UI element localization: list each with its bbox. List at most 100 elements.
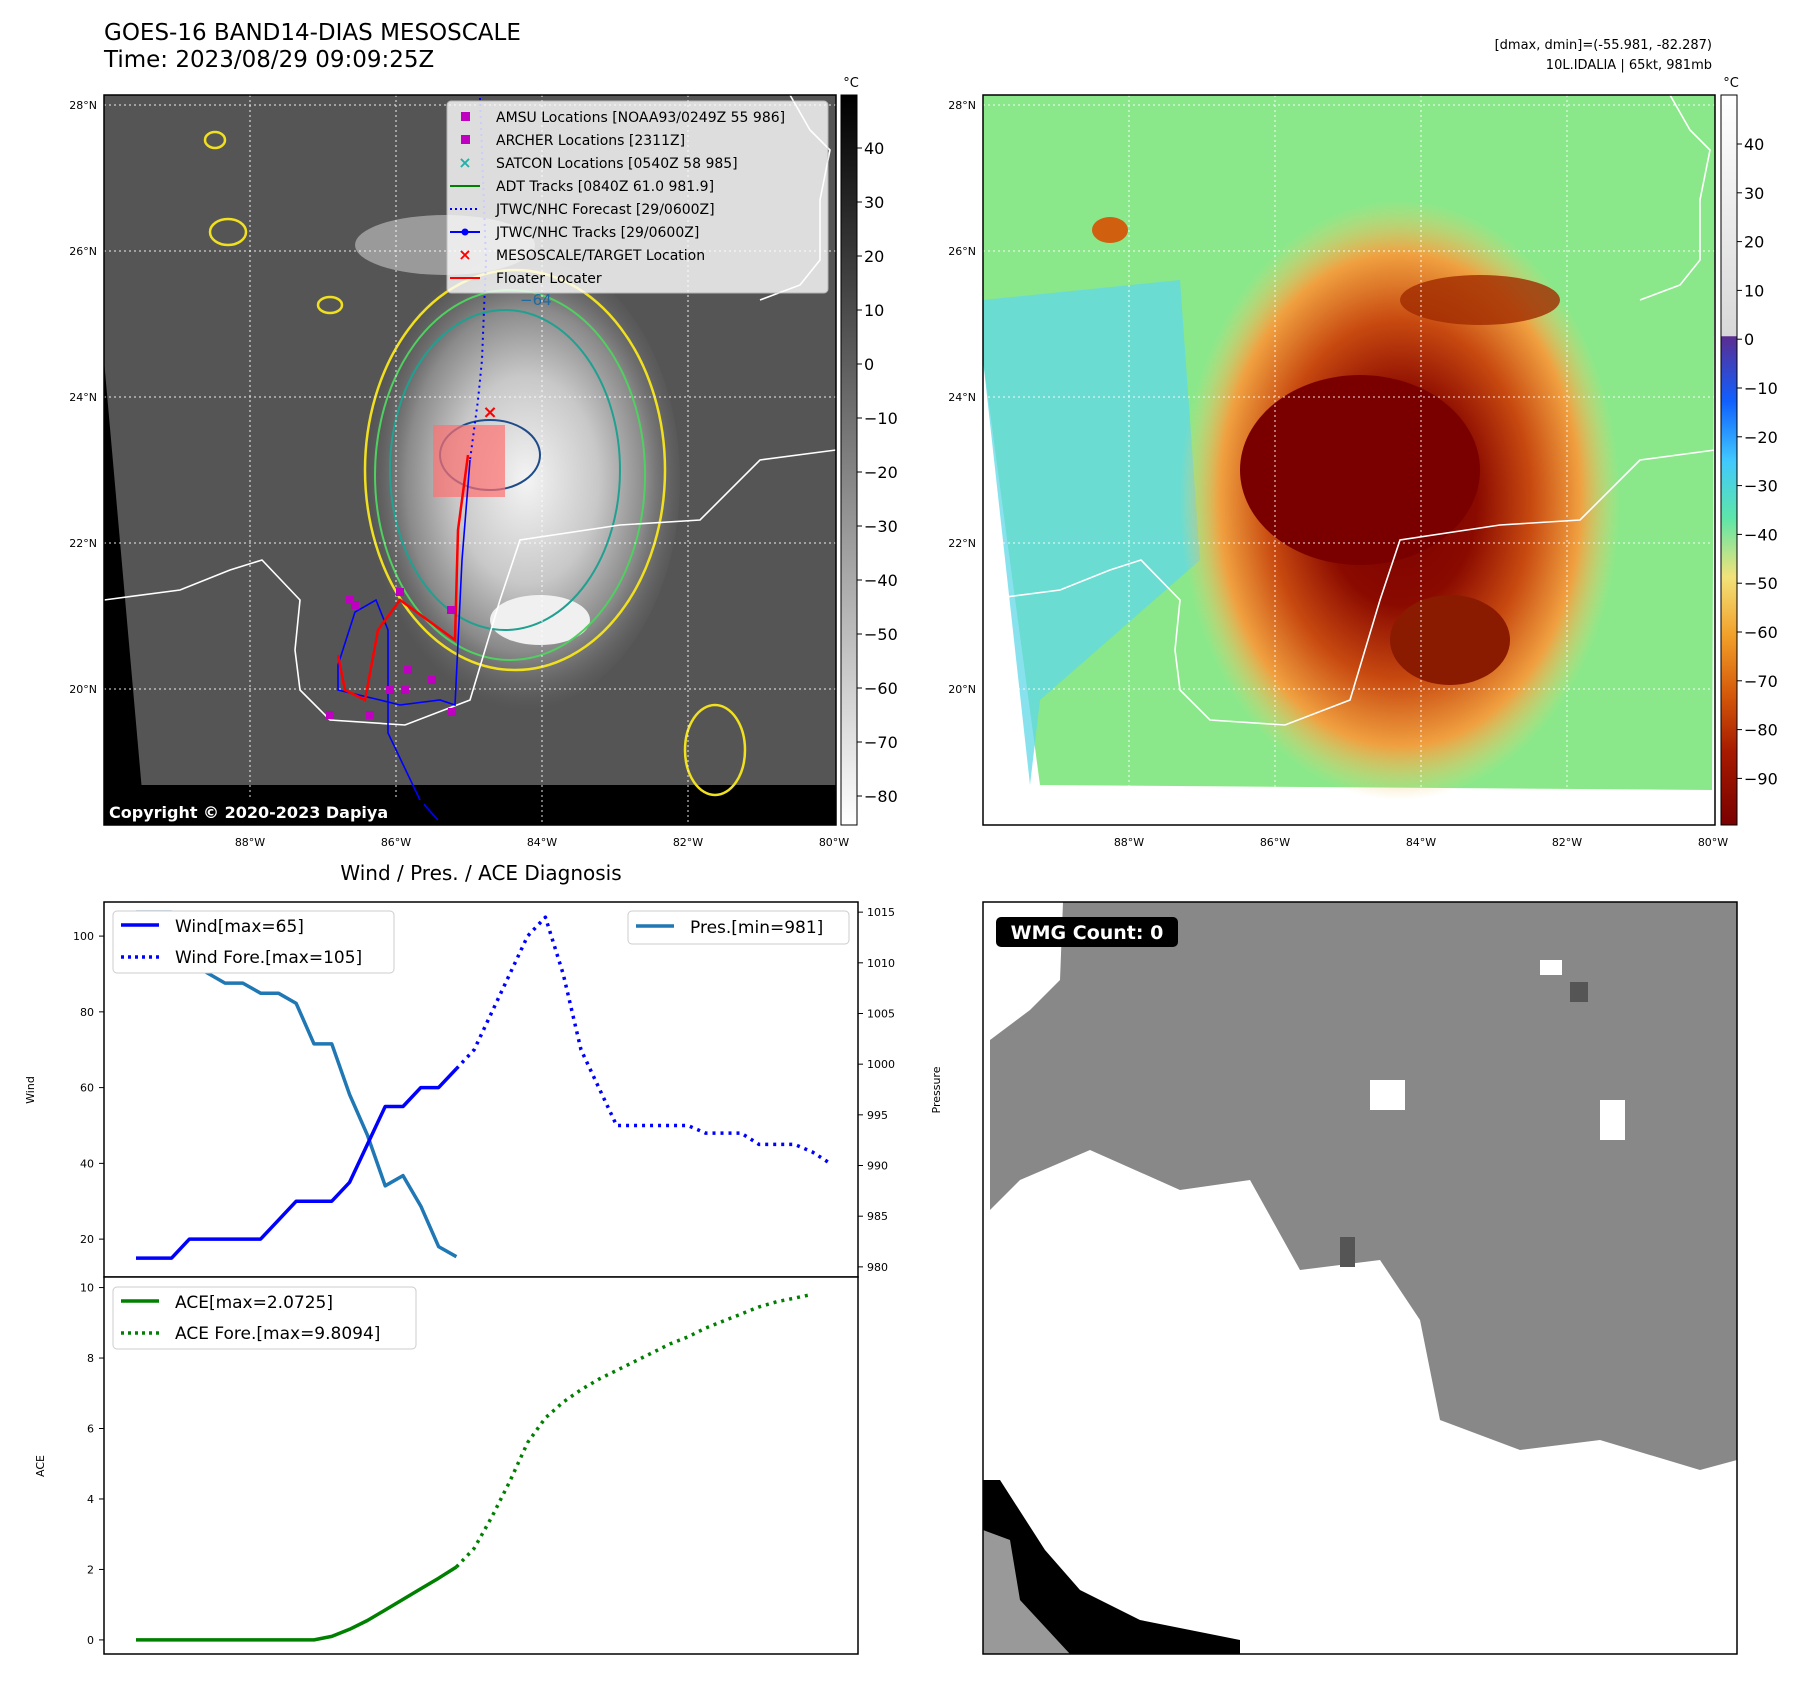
gray-colorbar-tick-label: −40 [864, 571, 898, 590]
legend-row: ARCHER Locations [2311Z] [461, 133, 685, 149]
wind-axis-label: Wind [24, 1076, 37, 1104]
legend-label: AMSU Locations [NOAA93/0249Z 55 986] [496, 110, 785, 126]
color-colorbar-ticks: 40 30 20 10 0 −10 −20 −30 −40 −50 −60 −70 −80 −90 [1737, 135, 1778, 788]
wmg-hole-3 [1370, 1080, 1405, 1110]
wind-legend-label: Wind[max=65] [175, 917, 304, 937]
archer-marker [346, 596, 354, 604]
wmg-black-region [983, 1480, 1240, 1654]
no-data-wedge [104, 95, 145, 825]
contour-label: −64 [520, 291, 552, 309]
ace-tick-label: 6 [87, 1423, 94, 1436]
cell-color-1 [1092, 217, 1128, 243]
pressure-tick-label: 985 [867, 1210, 888, 1223]
legend-square-marker [461, 112, 470, 121]
legend-row: JTWC/NHC Forecast [29/0600Z] [450, 202, 715, 218]
ace-series [136, 1292, 813, 1642]
wind-forecast-line [455, 915, 832, 1165]
target-marker: × [482, 402, 497, 423]
gray-colorbar-fill [840, 94, 858, 826]
lat-label: 22°N [69, 537, 97, 550]
archer-marker [351, 601, 359, 609]
ace-line [136, 1565, 458, 1642]
lat-label: 22°N [948, 537, 976, 550]
lon-label: 80°W [819, 836, 849, 849]
lat-label: 20°N [69, 683, 97, 696]
wind-line [136, 1067, 458, 1260]
lat-label: 28°N [948, 99, 976, 112]
contour-cell-2 [203, 130, 227, 150]
gray-colorbar-tick-label: 20 [864, 247, 884, 266]
color-colorbar-tick-label: −30 [1744, 477, 1778, 496]
pressure-tick-label: 1010 [867, 957, 895, 970]
coastline-color [983, 449, 1715, 726]
gray-colorbar-tick-label: 40 [864, 139, 884, 158]
archer-marker [447, 606, 455, 614]
wmg-light-region [983, 1530, 1070, 1654]
gray-colorbar-tick-label: −80 [864, 787, 898, 806]
pressure-tick-label: 1005 [867, 1007, 895, 1020]
archer-marker [401, 686, 409, 694]
color-colorbar-unit: °C [1723, 76, 1739, 91]
color-colorbar-tick-label: 20 [1744, 233, 1764, 252]
copyright-text: Copyright © 2020-2023 Dapiya [109, 803, 388, 822]
legend-label: MESOSCALE/TARGET Location [496, 248, 705, 264]
lat-label: 24°N [69, 391, 97, 404]
wmg-frame [982, 901, 1738, 1655]
color-colorbar [1720, 94, 1738, 826]
gray-colorbar-tick-label: 30 [864, 193, 884, 212]
pressure-tick-label: 980 [867, 1261, 888, 1274]
legend-label: JTWC/NHC Tracks [29/0600Z] [495, 225, 699, 241]
ir-field-cyan [983, 280, 1200, 785]
copyright-box [104, 800, 424, 825]
map-lon-labels: 88°W 88°W 86°W 86°W 84°W 84°W 82°W 82°W 80°W 80°W [235, 836, 1728, 849]
pressure-ticks: 1015 1010 1005 1000 995 990 985 980 [858, 906, 895, 1274]
gray-colorbar-tick-label: −70 [864, 733, 898, 752]
coastline-florida-color [1639, 95, 1711, 301]
legend-row: JTWC/NHC Tracks [29/0600Z] [450, 225, 699, 241]
gray-colorbar-tick-label: −50 [864, 625, 898, 644]
map-legend: AMSU Locations [NOAA93/0249Z 55 986] ARCH… [446, 100, 829, 294]
ace-ticks: 10 8 6 4 2 0 [80, 1282, 104, 1647]
legend-label: JTWC/NHC Forecast [29/0600Z] [495, 202, 715, 218]
ace-fore-legend-label: ACE Fore.[max=9.8094] [175, 1324, 380, 1344]
cloud-band-north-color [1400, 275, 1560, 325]
wind-tick-label: 40 [80, 1157, 94, 1170]
archer-marker [366, 711, 374, 719]
contour-cell-4 [683, 703, 747, 797]
contour-cell-1 [208, 217, 248, 247]
storm-info: 10L.IDALIA | 65kt, 981mb [1545, 58, 1712, 73]
wind-fore-legend-label: Wind Fore.[max=105] [175, 948, 362, 968]
color-colorbar-tick-label: −90 [1744, 769, 1778, 788]
gray-colorbar-ticks: 40 30 20 10 0 −10 −20 −30 −40 −50 −60 −70 −80 [857, 139, 898, 806]
color-colorbar-tick-label: −50 [1744, 574, 1778, 593]
legend-x-marker: × [458, 153, 471, 172]
dmax-dmin-readout: [dmax, dmin]=(-55.981, -82.287) [1494, 38, 1712, 53]
color-satellite-panel: °C 40 30 20 10 0 −10 −20 −30 −40 −50 −60 −70 −80 −90 [982, 76, 1778, 826]
gray-colorbar-tick-label: −20 [864, 463, 898, 482]
legend-row: ADT Tracks [0840Z 61.0 981.9] [450, 179, 714, 195]
ace-legend-label: ACE[max=2.0725] [175, 1293, 333, 1313]
wind-tick-label: 60 [80, 1082, 94, 1095]
ace-tick-label: 10 [80, 1282, 94, 1295]
ace-forecast-line [455, 1292, 813, 1569]
ace-tick-label: 4 [87, 1493, 94, 1506]
color-colorbar-tick-label: 10 [1744, 281, 1764, 300]
color-panel-frame [982, 94, 1716, 826]
legend-row: × MESOSCALE/TARGET Location [458, 245, 705, 264]
gray-satellite-panel: −64 × AMSU Locations [NOAA93/0249Z 55 98… [103, 76, 898, 826]
diagnosis-chart: Wind / Pres. / ACE Diagnosis Wind Pressu… [24, 861, 943, 1655]
best-track [337, 459, 471, 821]
wmg-count-text: WMG Count: 0 [1011, 922, 1164, 944]
lon-label: 80°W [1698, 836, 1728, 849]
gray-colorbar-unit: °C [843, 76, 859, 91]
storm-cloud-shield [360, 250, 680, 710]
legend-row: Floater Locater [450, 271, 602, 287]
wmg-dark-cell-1 [1570, 982, 1588, 1002]
contour-teal [389, 309, 621, 631]
legend-label: ADT Tracks [0840Z 61.0 981.9] [496, 179, 714, 195]
color-colorbar-tick-label: −60 [1744, 623, 1778, 642]
lon-label: 84°W [527, 836, 557, 849]
wind-tick-label: 100 [73, 930, 94, 943]
lat-label: 28°N [69, 99, 97, 112]
archer-marker [326, 711, 334, 719]
